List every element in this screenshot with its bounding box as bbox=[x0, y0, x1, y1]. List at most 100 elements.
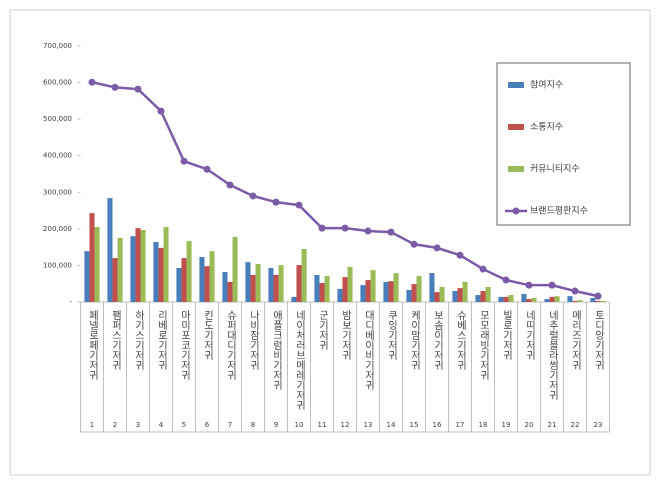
x-tick-label: 슈퍼대디기저귀 bbox=[225, 310, 237, 381]
bar bbox=[199, 257, 205, 302]
bar bbox=[186, 240, 192, 302]
line-marker bbox=[226, 181, 234, 189]
legend-label: 브랜드평판지수 bbox=[530, 206, 588, 217]
rank-label: 20 bbox=[525, 421, 534, 429]
bar bbox=[406, 289, 412, 302]
rank-label: 1 bbox=[90, 421, 94, 429]
rank-label: 6 bbox=[205, 421, 210, 429]
x-tick-label: 네추럴블라썸기저귀 bbox=[547, 310, 559, 401]
bar bbox=[590, 297, 596, 302]
line-marker bbox=[456, 251, 464, 259]
x-tick-label: 하기스기저귀 bbox=[133, 309, 145, 371]
legend-swatch bbox=[508, 124, 524, 130]
x-tick-label: 마미포코기저귀 bbox=[179, 310, 191, 381]
rank-label: 11 bbox=[318, 421, 327, 429]
bar bbox=[314, 274, 320, 302]
bar bbox=[163, 227, 169, 302]
x-tick-label: 밤보기저귀 bbox=[340, 310, 352, 361]
bar bbox=[130, 236, 136, 302]
bar bbox=[462, 281, 468, 302]
bar bbox=[342, 277, 348, 302]
rank-label: 10 bbox=[295, 421, 304, 429]
y-tick-label: 300,000 bbox=[43, 188, 72, 196]
line-marker bbox=[341, 224, 349, 232]
bar bbox=[301, 248, 307, 302]
line-marker bbox=[295, 201, 303, 209]
bar bbox=[544, 299, 550, 302]
x-tick-label: 빌로기저귀 bbox=[501, 310, 513, 361]
bar bbox=[475, 295, 481, 302]
line-marker bbox=[410, 240, 418, 248]
line-marker bbox=[88, 78, 96, 86]
rank-label: 22 bbox=[571, 421, 580, 429]
x-tick-label: 모모래빗기저귀 bbox=[478, 310, 490, 381]
bar bbox=[572, 300, 578, 302]
bar bbox=[291, 296, 297, 302]
bar bbox=[360, 285, 366, 302]
bar bbox=[209, 251, 215, 302]
y-tick-label: 600,000 bbox=[43, 79, 72, 87]
rank-label: 15 bbox=[410, 421, 419, 429]
line-marker bbox=[134, 85, 142, 93]
rank-label: 21 bbox=[548, 421, 557, 429]
line-marker bbox=[387, 228, 395, 236]
x-tick-label: 케이맘기저귀 bbox=[409, 310, 421, 371]
rank-label: 5 bbox=[182, 421, 186, 429]
x-tick-label: 쿠잉기저귀 bbox=[386, 310, 398, 361]
bar bbox=[112, 258, 118, 302]
bar bbox=[227, 281, 233, 302]
bar bbox=[140, 229, 146, 302]
line-marker bbox=[111, 83, 119, 91]
bar bbox=[554, 296, 560, 302]
x-tick-label: 대디베이비기저귀 bbox=[363, 310, 375, 391]
x-tick-label: 킨도기저귀 bbox=[202, 310, 214, 361]
rank-label: 7 bbox=[228, 421, 232, 429]
x-tick-label: 메리즈기저귀 bbox=[570, 310, 582, 371]
rank-label: 23 bbox=[594, 421, 603, 429]
legend-label: 소통지수 bbox=[530, 122, 563, 133]
bar bbox=[255, 263, 261, 302]
bar bbox=[319, 282, 325, 302]
bar bbox=[337, 288, 343, 302]
legend-swatch bbox=[508, 166, 524, 172]
x-tick-label: 슈베스기저귀 bbox=[455, 310, 467, 371]
line-marker bbox=[180, 157, 188, 165]
bar bbox=[526, 299, 532, 302]
bar bbox=[439, 287, 445, 302]
bar bbox=[245, 262, 251, 302]
bar bbox=[273, 274, 279, 302]
x-tick-label: 리베로기저귀 bbox=[156, 310, 168, 371]
rank-label: 16 bbox=[433, 421, 442, 429]
y-tick-label: - bbox=[69, 298, 72, 306]
y-tick-label: 500,000 bbox=[43, 115, 72, 123]
bar bbox=[370, 270, 376, 302]
y-tick-label: 400,000 bbox=[43, 152, 72, 160]
bar bbox=[204, 266, 210, 302]
line-marker bbox=[548, 281, 556, 289]
bar bbox=[434, 292, 440, 302]
x-tick-label: 토디앙기저귀 bbox=[593, 310, 605, 371]
line-marker bbox=[502, 276, 510, 284]
x-tick-label: 애플크럼비기저귀 bbox=[271, 310, 283, 391]
bar bbox=[388, 281, 394, 302]
bar bbox=[498, 296, 504, 302]
bar bbox=[429, 273, 435, 302]
x-tick-label: 나비잠기저귀 bbox=[248, 310, 260, 371]
bar bbox=[411, 284, 417, 302]
bar bbox=[84, 251, 90, 302]
rank-label: 8 bbox=[251, 421, 255, 429]
line-marker bbox=[571, 287, 579, 295]
line-marker bbox=[433, 244, 441, 252]
bar bbox=[383, 281, 389, 302]
legend-box bbox=[496, 62, 631, 226]
bar bbox=[268, 267, 274, 302]
line-marker bbox=[318, 224, 326, 232]
bar bbox=[416, 276, 422, 302]
bar bbox=[94, 227, 100, 302]
bar bbox=[250, 274, 256, 302]
bar bbox=[176, 267, 182, 302]
legend-swatch bbox=[508, 82, 524, 88]
line-marker bbox=[157, 107, 165, 115]
bar bbox=[508, 295, 514, 302]
